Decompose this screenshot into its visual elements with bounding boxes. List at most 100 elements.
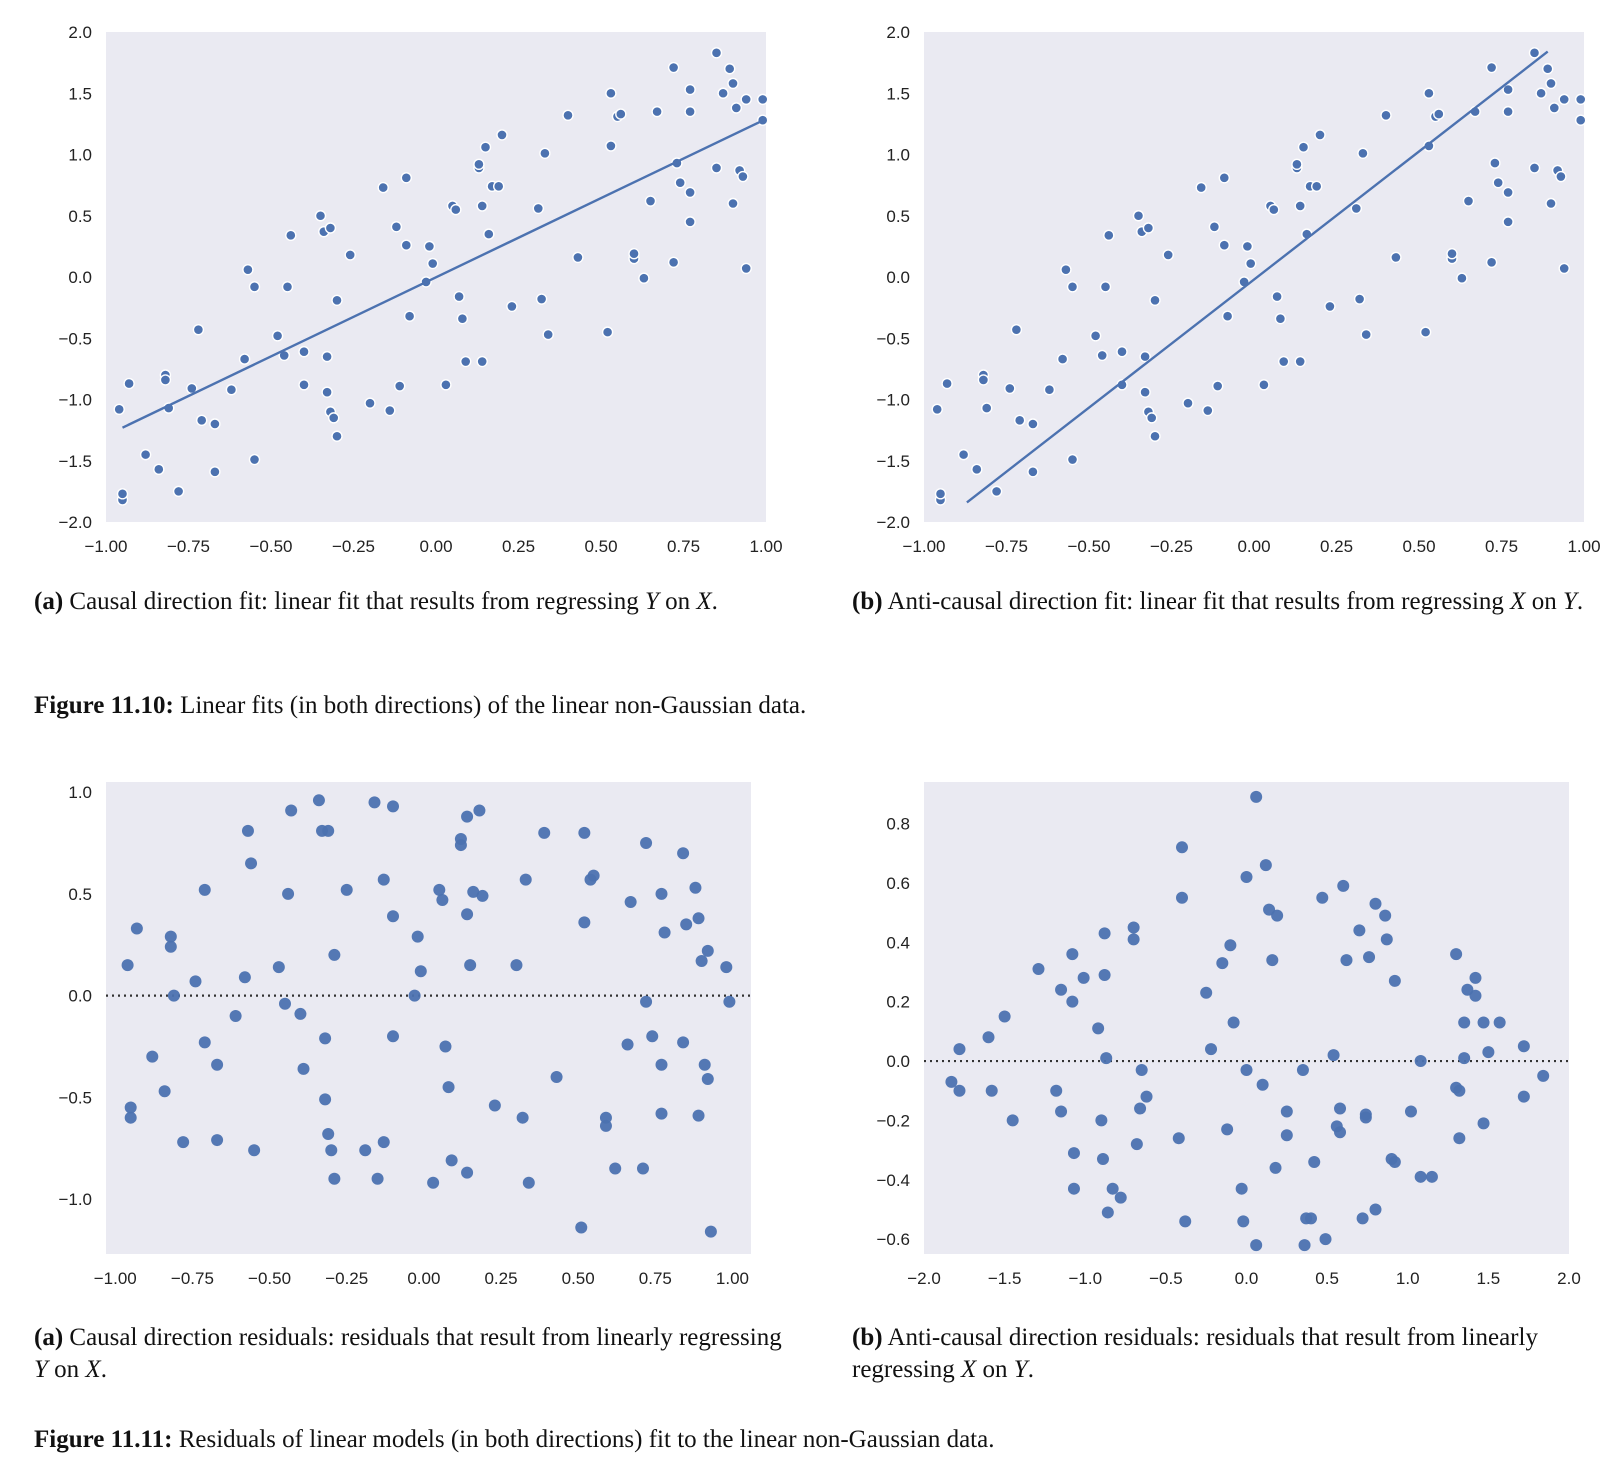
data-point	[1089, 330, 1102, 342]
data-point	[1250, 790, 1263, 803]
data-point	[229, 1009, 242, 1022]
data-point	[1055, 983, 1068, 996]
data-point	[934, 488, 947, 500]
data-point	[1453, 1132, 1466, 1145]
data-point	[427, 1176, 440, 1189]
data-point	[1134, 1102, 1147, 1115]
data-point	[1456, 272, 1468, 284]
data-point	[655, 1107, 668, 1120]
data-point	[717, 87, 729, 99]
data-point	[322, 824, 335, 837]
data-point	[278, 997, 291, 1010]
data-point	[198, 1036, 211, 1049]
data-point	[977, 374, 990, 386]
data-point	[312, 794, 325, 807]
x-tick-label: 0.50	[562, 1269, 595, 1288]
data-point	[640, 837, 653, 850]
data-point	[1545, 77, 1557, 90]
chart-anticausal-fit: −2.0 −1.5 −1.0 −0.5 0.0 0.5 1.0 1.5 2.0 −1.00 −0.7…	[858, 20, 1600, 560]
data-point	[957, 448, 970, 461]
data-point	[539, 147, 551, 159]
data-point	[121, 959, 134, 972]
y-tick-label: −1.0	[58, 1190, 92, 1209]
data-point	[408, 989, 421, 1002]
data-point	[496, 129, 508, 141]
data-point	[624, 896, 637, 909]
data-point	[644, 195, 657, 207]
data-point	[440, 379, 452, 391]
data-point	[1149, 294, 1161, 306]
y-tick-label: 0.6	[886, 874, 910, 893]
y-tick-label: 0.0	[886, 1052, 910, 1071]
figure-label: Figure 11.10:	[34, 692, 174, 719]
data-point	[1259, 859, 1272, 872]
data-point	[1298, 1239, 1311, 1252]
data-point	[1360, 328, 1372, 341]
data-point	[1135, 1063, 1148, 1076]
data-point	[698, 1058, 711, 1071]
data-point	[453, 290, 465, 303]
y-tick-label: 1.0	[886, 146, 910, 165]
x-tick-label: 0.25	[502, 537, 535, 556]
data-point	[454, 832, 467, 845]
data-point	[198, 883, 211, 896]
data-point	[1095, 1114, 1108, 1127]
subcaption-variable: X	[85, 1356, 101, 1383]
subcaption-11-10-b: (b) Anti-causal direction fit: linear fi…	[852, 586, 1592, 618]
data-point	[164, 930, 177, 943]
data-point	[294, 1007, 307, 1020]
data-point	[1294, 200, 1306, 212]
data-point	[153, 463, 165, 476]
subcaption-label: (a)	[34, 1324, 64, 1351]
data-point	[377, 181, 389, 194]
data-point	[1535, 87, 1547, 99]
data-point	[192, 323, 205, 336]
data-point	[1388, 974, 1401, 987]
data-point	[209, 466, 221, 478]
y-tick-label: 1.5	[886, 84, 910, 103]
data-point	[1055, 1105, 1068, 1118]
data-point	[572, 251, 584, 264]
y-tick-label: 2.0	[68, 23, 92, 42]
x-tick-label: −0.25	[1150, 537, 1193, 556]
y-tick-label: −0.5	[58, 329, 92, 348]
data-point	[636, 1162, 649, 1175]
subcaption-11-11-b: (b) Anti-causal direction residuals: res…	[852, 1322, 1592, 1386]
data-point	[1004, 382, 1016, 395]
data-point	[248, 281, 261, 293]
subcaption-variable: X	[1510, 588, 1526, 615]
data-point	[980, 402, 993, 414]
data-point	[1493, 1016, 1506, 1029]
data-point	[710, 162, 723, 174]
data-point	[724, 63, 736, 75]
data-point	[605, 87, 617, 99]
data-point	[704, 1225, 717, 1238]
data-point	[1319, 1233, 1332, 1246]
data-point	[113, 403, 125, 415]
data-point	[211, 1058, 224, 1071]
y-tick-label: −1.5	[876, 452, 910, 471]
data-point	[282, 887, 295, 900]
data-point	[1469, 989, 1482, 1002]
data-point	[1517, 1090, 1530, 1103]
y-tick-label: 1.0	[68, 146, 92, 165]
data-point	[701, 1073, 714, 1086]
data-point	[1297, 141, 1310, 153]
data-point	[605, 140, 617, 152]
chart-anticausal-fit-svg: −2.0 −1.5 −1.0 −0.5 0.0 0.5 1.0 1.5 2.0 −1.00 −0.7…	[876, 23, 1600, 556]
data-point	[510, 959, 523, 972]
data-point	[242, 263, 254, 276]
data-point	[646, 1030, 659, 1043]
x-tick-label: 0.50	[1402, 537, 1435, 556]
data-point	[319, 1093, 332, 1106]
data-point	[1462, 195, 1475, 207]
data-point	[1575, 114, 1587, 126]
data-point	[730, 102, 742, 114]
data-point	[328, 412, 340, 424]
data-point	[394, 380, 406, 392]
data-point	[483, 228, 495, 240]
data-point	[1271, 909, 1284, 922]
data-point	[445, 1154, 458, 1167]
data-point	[1453, 1084, 1466, 1097]
data-point	[1555, 170, 1567, 183]
